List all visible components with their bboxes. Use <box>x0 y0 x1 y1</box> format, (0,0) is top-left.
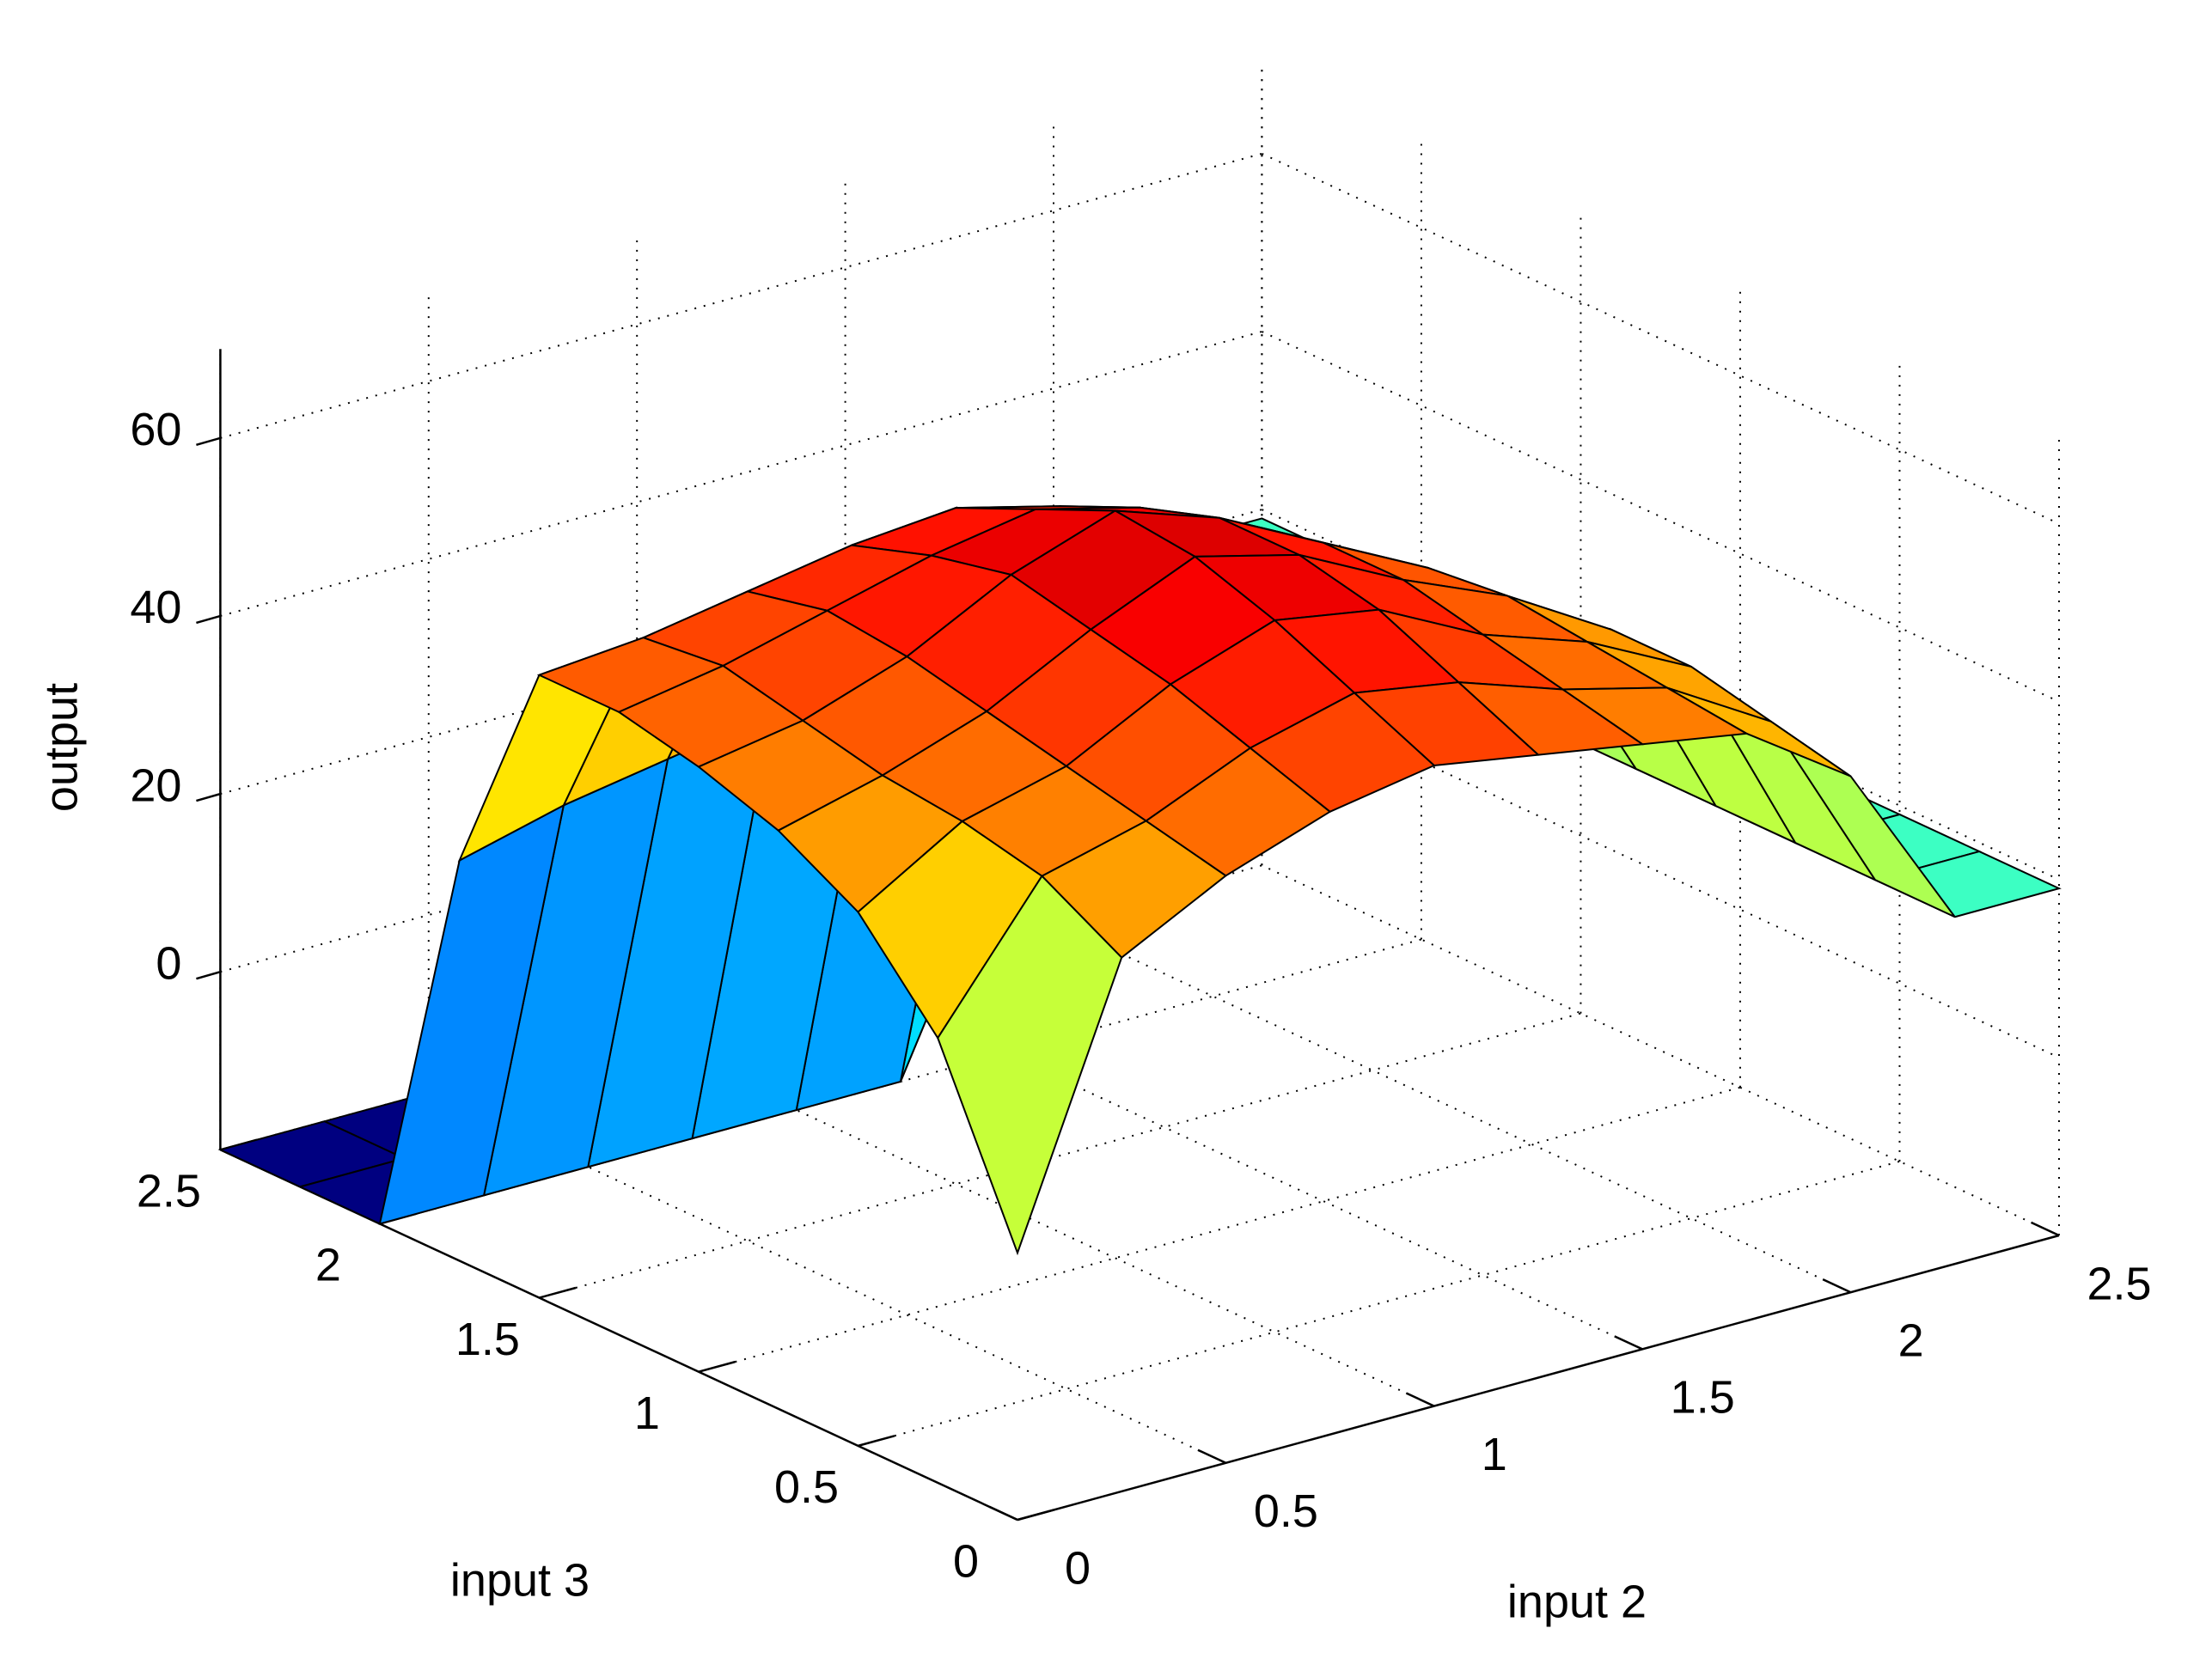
surface <box>217 505 2062 1256</box>
y-tick-label: 1.5 <box>455 1314 520 1365</box>
y-tick-label: 1 <box>634 1388 660 1439</box>
x-tick-label: 2 <box>1898 1314 1924 1366</box>
axes: 0 0.5 1 1.5 2 2.5 0 0.5 1 1.5 2 2.5 0 20 40 60 <box>130 349 2152 1594</box>
x-tick <box>1614 1335 1643 1351</box>
z-tick <box>196 792 221 802</box>
x-tick <box>2031 1221 2060 1237</box>
grid-line <box>858 1160 1900 1447</box>
x-tick-label: 0 <box>1065 1542 1091 1594</box>
y-tick <box>1017 1509 1054 1522</box>
z-tick <box>196 614 221 625</box>
z-tick-label: 60 <box>130 404 181 455</box>
y-tick-label: 0.5 <box>774 1461 839 1513</box>
x-tick <box>1197 1448 1226 1464</box>
y-tick-label: 2.5 <box>137 1166 201 1217</box>
x-tick-label: 1.5 <box>1671 1372 1735 1424</box>
grid-line <box>220 152 1262 439</box>
y-tick <box>698 1360 736 1373</box>
x-tick <box>1405 1392 1435 1407</box>
surface-patch <box>937 875 1123 1256</box>
z-tick <box>196 970 221 980</box>
grid-line <box>539 1012 1581 1299</box>
y-tick <box>539 1286 577 1299</box>
grid-line <box>698 1086 1741 1373</box>
y-tick-label: 0 <box>953 1535 979 1587</box>
x-tick <box>989 1505 1018 1522</box>
x-axis <box>1017 1234 2060 1522</box>
y-tick <box>858 1435 895 1448</box>
y-axis-title: input 3 <box>450 1554 590 1606</box>
z-tick <box>196 436 221 447</box>
z-axis-title: output <box>35 683 87 812</box>
y-tick-label: 2 <box>315 1240 341 1291</box>
z-tick-label: 0 <box>156 937 181 989</box>
x-tick-label: 0.5 <box>1254 1485 1318 1537</box>
grid-line <box>220 331 1262 617</box>
x-tick <box>1822 1278 1852 1294</box>
x-tick-label: 2.5 <box>2087 1258 2151 1309</box>
x-axis-title: input 2 <box>1507 1576 1647 1627</box>
z-tick-label: 40 <box>130 582 181 633</box>
x-tick-label: 1 <box>1482 1429 1507 1480</box>
z-tick-label: 20 <box>130 759 181 811</box>
